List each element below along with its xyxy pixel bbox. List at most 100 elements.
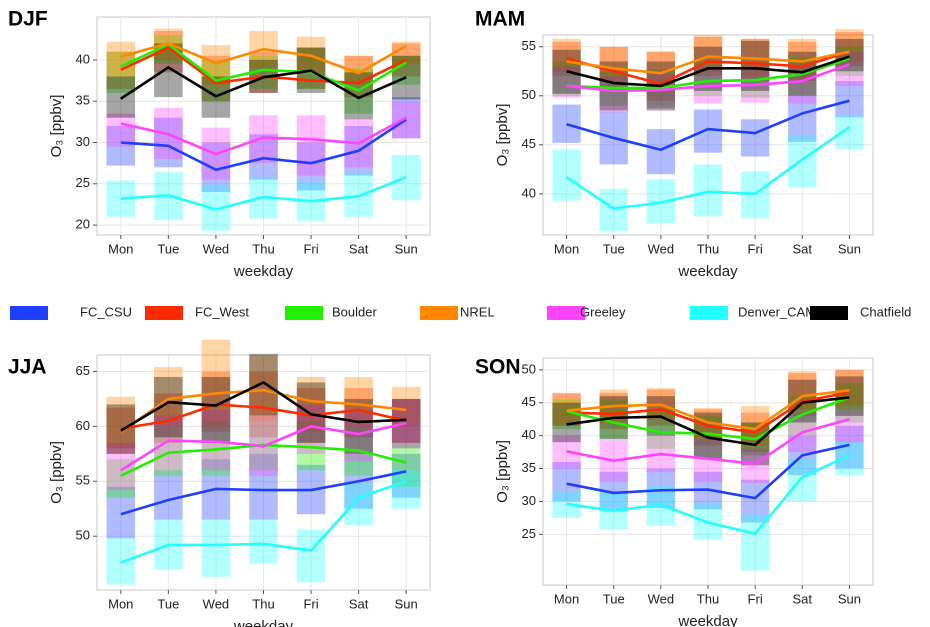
range-box [646, 129, 675, 175]
x-tick-label: Wed [648, 591, 675, 606]
range-box [106, 76, 136, 118]
legend-label: FC_CSU [80, 304, 132, 319]
range-box [741, 448, 770, 484]
range-box [788, 95, 817, 142]
range-box [391, 470, 421, 509]
x-tick-label: Tue [157, 241, 179, 256]
range-box [344, 398, 373, 454]
series-line [120, 403, 407, 430]
y-tick-label: 50 [522, 87, 536, 102]
legend-label: NREL [460, 304, 495, 319]
y-axis-label: O₃ [ppbv] [494, 104, 511, 167]
range-box [106, 41, 136, 77]
range-box [154, 117, 183, 168]
x-tick-label: Mon [108, 596, 133, 611]
range-box [741, 479, 770, 523]
x-tick-label: Sun [395, 241, 418, 256]
x-tick-label: Tue [603, 241, 625, 256]
y-tick-label: 50 [522, 361, 536, 376]
x-tick-label: Sat [349, 241, 369, 256]
legend-label: Boulder [332, 304, 377, 319]
series-line [120, 380, 407, 432]
x-tick-label: Tue [603, 591, 625, 606]
range-box [296, 115, 326, 176]
x-axis-label: weekday [233, 263, 294, 280]
series-line [566, 55, 850, 88]
y-tick-label: 55 [76, 473, 90, 488]
y-tick-label: 45 [522, 394, 536, 409]
range-box [552, 149, 581, 201]
legend-label: FC_West [195, 304, 249, 319]
range-box [106, 404, 136, 454]
panel-title: MAM [475, 8, 525, 31]
y-tick-label: 35 [76, 93, 90, 108]
range-box [106, 126, 136, 166]
legend-swatch [145, 306, 183, 320]
range-box [106, 51, 136, 93]
range-box [741, 40, 770, 91]
range-box [106, 442, 136, 491]
series-line [566, 50, 850, 75]
series-line [120, 118, 407, 172]
series-line [120, 480, 407, 564]
range-box [391, 41, 421, 65]
panel-title: JJA [8, 356, 47, 379]
y-tick-label: 40 [522, 427, 536, 442]
y-tick-label: 30 [522, 493, 536, 508]
legend-label: Greeley [580, 304, 626, 319]
range-box [344, 72, 373, 120]
y-tick-label: 60 [76, 418, 90, 433]
x-tick-label: Thu [697, 241, 719, 256]
series-line [566, 396, 850, 441]
x-tick-label: Sun [838, 591, 861, 606]
y-tick-label: 25 [76, 175, 90, 190]
series-line [120, 388, 407, 433]
legend-swatch [285, 306, 323, 320]
x-tick-label: Wed [203, 596, 230, 611]
x-tick-label: Mon [554, 591, 579, 606]
range-box [249, 353, 278, 416]
range-box [391, 448, 421, 487]
range-box [646, 51, 675, 101]
range-box [835, 383, 864, 423]
y-axis-label: O₃ [ppbv] [48, 441, 65, 504]
y-tick-label: 65 [76, 363, 90, 378]
x-tick-label: Sat [793, 241, 813, 256]
series-line [120, 470, 407, 516]
x-axis-label: weekday [233, 618, 294, 627]
x-tick-label: Sun [395, 596, 418, 611]
x-tick-label: Fri [748, 241, 763, 256]
y-tick-label: 50 [76, 528, 90, 543]
range-box [835, 369, 864, 410]
legend-swatch [10, 306, 48, 320]
series-line [120, 65, 407, 100]
range-box [201, 376, 231, 443]
x-tick-label: Fri [303, 596, 318, 611]
series-line [566, 63, 850, 93]
range-box [599, 188, 628, 232]
y-tick-label: 55 [522, 38, 536, 53]
legend-swatch [810, 306, 848, 320]
x-tick-label: Wed [203, 241, 230, 256]
range-box [788, 458, 817, 502]
y-tick-label: 20 [76, 217, 90, 232]
series-line [566, 454, 850, 536]
series-line [120, 42, 407, 75]
y-axis-label: O₃ [ppbv] [48, 95, 65, 158]
y-tick-label: 45 [522, 136, 536, 151]
y-tick-label: 25 [522, 526, 536, 541]
x-tick-label: Tue [157, 596, 179, 611]
x-tick-label: Sat [349, 596, 369, 611]
y-tick-label: 40 [76, 51, 90, 66]
legend-label: Denver_CAMP [738, 304, 825, 319]
range-box [741, 119, 770, 157]
range-box [646, 468, 675, 509]
range-box [106, 113, 136, 147]
x-tick-label: Fri [303, 241, 318, 256]
x-tick-label: Fri [748, 591, 763, 606]
series-line [566, 390, 850, 434]
range-box [552, 38, 581, 72]
range-box [599, 46, 628, 82]
range-box [296, 376, 326, 432]
